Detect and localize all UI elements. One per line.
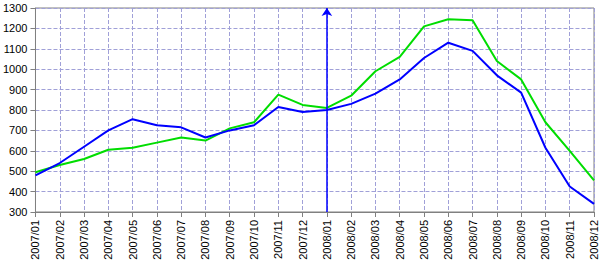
- svg-text:1100: 1100: [4, 43, 28, 55]
- svg-text:1300: 1300: [3, 2, 27, 14]
- svg-text:2007/05: 2007/05: [127, 220, 139, 260]
- svg-text:1200: 1200: [3, 22, 27, 34]
- svg-text:1000: 1000: [3, 63, 27, 75]
- svg-text:400: 400: [9, 186, 27, 198]
- svg-text:2007/12: 2007/12: [297, 220, 309, 260]
- svg-text:900: 900: [9, 84, 27, 96]
- svg-text:2007/10: 2007/10: [248, 220, 260, 260]
- svg-text:2007/07: 2007/07: [175, 220, 187, 260]
- svg-text:2008/11: 2008/11: [564, 220, 576, 259]
- svg-text:2008/06: 2008/06: [442, 220, 454, 260]
- svg-text:2007/09: 2007/09: [224, 220, 236, 260]
- svg-text:2008/12: 2008/12: [588, 220, 600, 260]
- svg-text:2008/04: 2008/04: [394, 220, 406, 260]
- svg-text:2008/10: 2008/10: [539, 220, 551, 260]
- svg-text:2007/03: 2007/03: [78, 220, 90, 260]
- svg-text:2007/08: 2007/08: [199, 220, 211, 260]
- svg-text:300: 300: [9, 206, 27, 218]
- svg-text:2008/07: 2008/07: [467, 220, 479, 260]
- svg-text:2007/04: 2007/04: [102, 220, 114, 260]
- svg-text:700: 700: [9, 124, 27, 136]
- svg-text:2007/06: 2007/06: [151, 220, 163, 260]
- svg-text:800: 800: [9, 104, 27, 116]
- svg-text:2008/01: 2008/01: [321, 220, 333, 260]
- svg-text:600: 600: [9, 145, 27, 157]
- svg-text:2007/02: 2007/02: [54, 220, 66, 260]
- svg-text:2008/05: 2008/05: [418, 220, 430, 260]
- svg-text:2007/01: 2007/01: [29, 220, 41, 260]
- svg-text:2008/09: 2008/09: [515, 220, 527, 260]
- svg-text:2008/02: 2008/02: [345, 220, 357, 260]
- svg-text:2007/11: 2007/11: [272, 220, 284, 259]
- svg-text:2008/03: 2008/03: [369, 220, 381, 260]
- svg-text:500: 500: [9, 165, 27, 177]
- svg-text:2008/08: 2008/08: [491, 220, 503, 260]
